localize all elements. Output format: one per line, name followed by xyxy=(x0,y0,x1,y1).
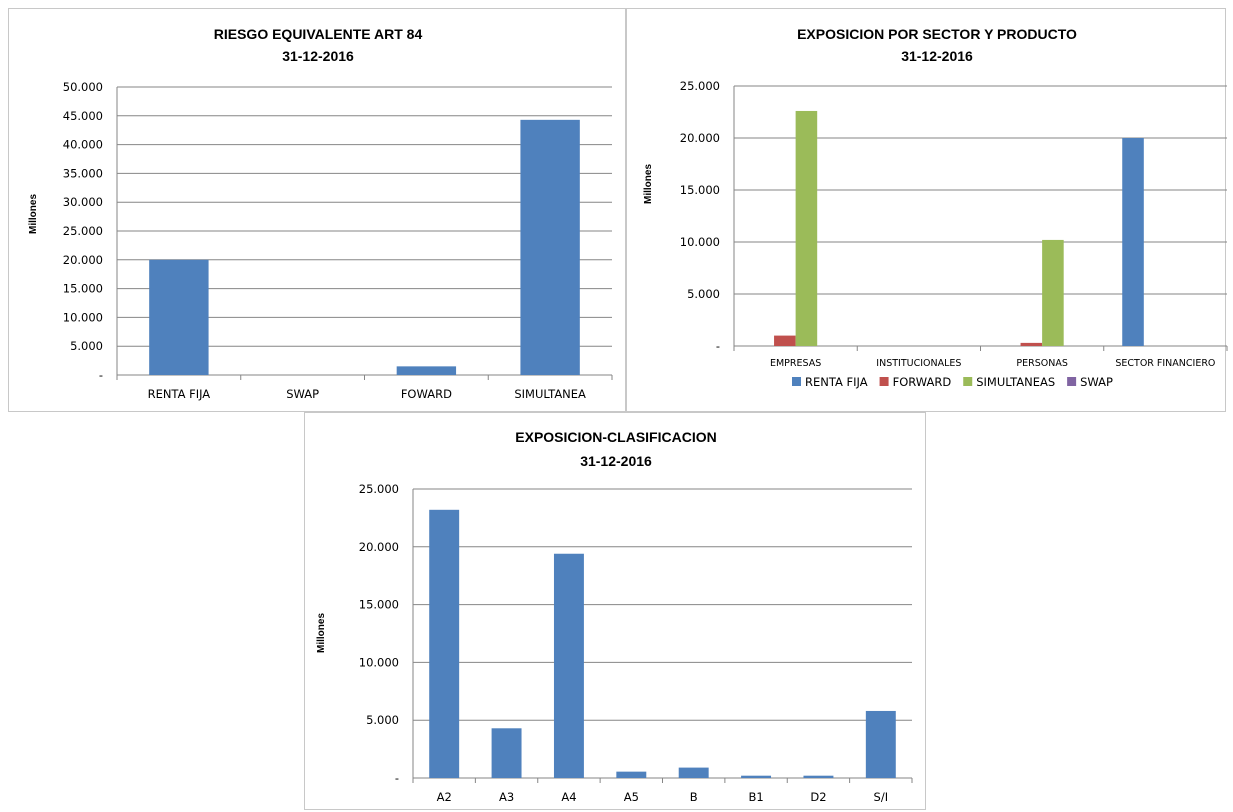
y-tick-label: 40.000 xyxy=(63,138,103,152)
chart-exposicion-sector: EXPOSICION POR SECTOR Y PRODUCTO 31-12-2… xyxy=(626,8,1228,412)
y-axis-label: Millones xyxy=(643,164,654,204)
y-tick-label: 25.000 xyxy=(63,224,103,238)
y-tick-label: 10.000 xyxy=(359,655,399,669)
y-tick-label: 25.000 xyxy=(359,482,399,496)
chart-subtitle: 31-12-2016 xyxy=(282,48,354,64)
bar xyxy=(795,110,818,347)
chart-exposicion-clasificacion: EXPOSICION-CLASIFICACION 31-12-2016 Mill… xyxy=(304,412,926,810)
legend-label: RENTA FIJA xyxy=(805,375,868,389)
bar xyxy=(491,728,522,778)
chart-riesgo-equivalente-svg: RIESGO EQUIVALENTE ART 84 31-12-2016 Mil… xyxy=(28,26,613,401)
chart-title: RIESGO EQUIVALENTE ART 84 xyxy=(214,26,423,42)
bar xyxy=(1020,342,1043,346)
x-tick-label: S/I xyxy=(874,790,889,804)
legend-label: FORWARD xyxy=(893,375,952,389)
bar xyxy=(774,335,796,346)
bar xyxy=(678,767,709,778)
y-tick-label: 5.000 xyxy=(366,713,399,727)
y-tick-label: 45.000 xyxy=(63,109,103,123)
legend-label: SIMULTANEAS xyxy=(976,375,1055,389)
x-tick-label: D2 xyxy=(810,790,826,804)
legend-label: SWAP xyxy=(1080,375,1113,389)
chart-exposicion-clasificacion-svg: EXPOSICION-CLASIFICACION 31-12-2016 Mill… xyxy=(316,429,913,804)
y-tick-label: - xyxy=(716,339,720,353)
x-tick-label: A2 xyxy=(437,790,452,804)
bar xyxy=(520,119,580,375)
y-tick-label: 20.000 xyxy=(359,540,399,554)
x-tick-label: A4 xyxy=(561,790,576,804)
x-tick-label: A3 xyxy=(499,790,514,804)
bar xyxy=(429,509,460,778)
x-tick-label: B1 xyxy=(748,790,763,804)
legend-swatch xyxy=(879,377,889,386)
y-axis-label: Millones xyxy=(316,613,327,653)
y-tick-label: - xyxy=(395,771,399,785)
y-tick-label: 10.000 xyxy=(680,235,720,249)
y-tick-label: 25.000 xyxy=(680,79,720,93)
bar xyxy=(396,366,457,375)
x-tick-label: A5 xyxy=(624,790,639,804)
legend-swatch xyxy=(1067,377,1077,386)
y-tick-label: 5.000 xyxy=(687,287,720,301)
chart-title: EXPOSICION-CLASIFICACION xyxy=(515,429,716,445)
y-tick-label: 20.000 xyxy=(63,253,103,267)
x-tick-label: FOWARD xyxy=(401,387,452,401)
chart-title: EXPOSICION POR SECTOR Y PRODUCTO xyxy=(797,26,1077,42)
x-tick-label: EMPRESAS xyxy=(770,358,821,369)
y-axis-label: Millones xyxy=(28,194,39,234)
y-tick-label: 5.000 xyxy=(70,339,103,353)
legend-swatch xyxy=(792,377,801,386)
chart-subtitle: 31-12-2016 xyxy=(901,48,973,64)
y-tick-label: 20.000 xyxy=(680,131,720,145)
x-tick-label: SIMULTANEA xyxy=(514,387,586,401)
x-tick-label: PERSONAS xyxy=(1016,358,1067,369)
y-tick-label: - xyxy=(99,368,103,382)
y-tick-label: 15.000 xyxy=(359,598,399,612)
bar xyxy=(1122,138,1144,346)
chart-riesgo-equivalente: RIESGO EQUIVALENTE ART 84 31-12-2016 Mil… xyxy=(8,8,626,412)
legend-swatch xyxy=(963,377,973,386)
chart-subtitle: 31-12-2016 xyxy=(580,453,652,469)
y-tick-label: 30.000 xyxy=(63,195,103,209)
x-tick-label: INSTITUCIONALES xyxy=(876,358,961,369)
bar xyxy=(1042,239,1064,346)
y-tick-label: 15.000 xyxy=(63,282,103,296)
x-tick-label: SECTOR FINANCIERO xyxy=(1115,358,1215,369)
bar xyxy=(149,259,209,375)
x-tick-label: B xyxy=(690,790,698,804)
x-tick-label: RENTA FIJA xyxy=(148,387,211,401)
bar xyxy=(553,553,584,778)
bar xyxy=(865,710,896,778)
bar xyxy=(616,771,647,778)
y-tick-label: 50.000 xyxy=(63,80,103,94)
chart-exposicion-sector-svg: EXPOSICION POR SECTOR Y PRODUCTO 31-12-2… xyxy=(643,26,1228,389)
y-tick-label: 15.000 xyxy=(680,183,720,197)
y-tick-label: 35.000 xyxy=(63,166,103,180)
bar xyxy=(803,775,834,778)
y-tick-label: 10.000 xyxy=(63,310,103,324)
bar xyxy=(741,775,772,778)
x-tick-label: SWAP xyxy=(286,387,319,401)
